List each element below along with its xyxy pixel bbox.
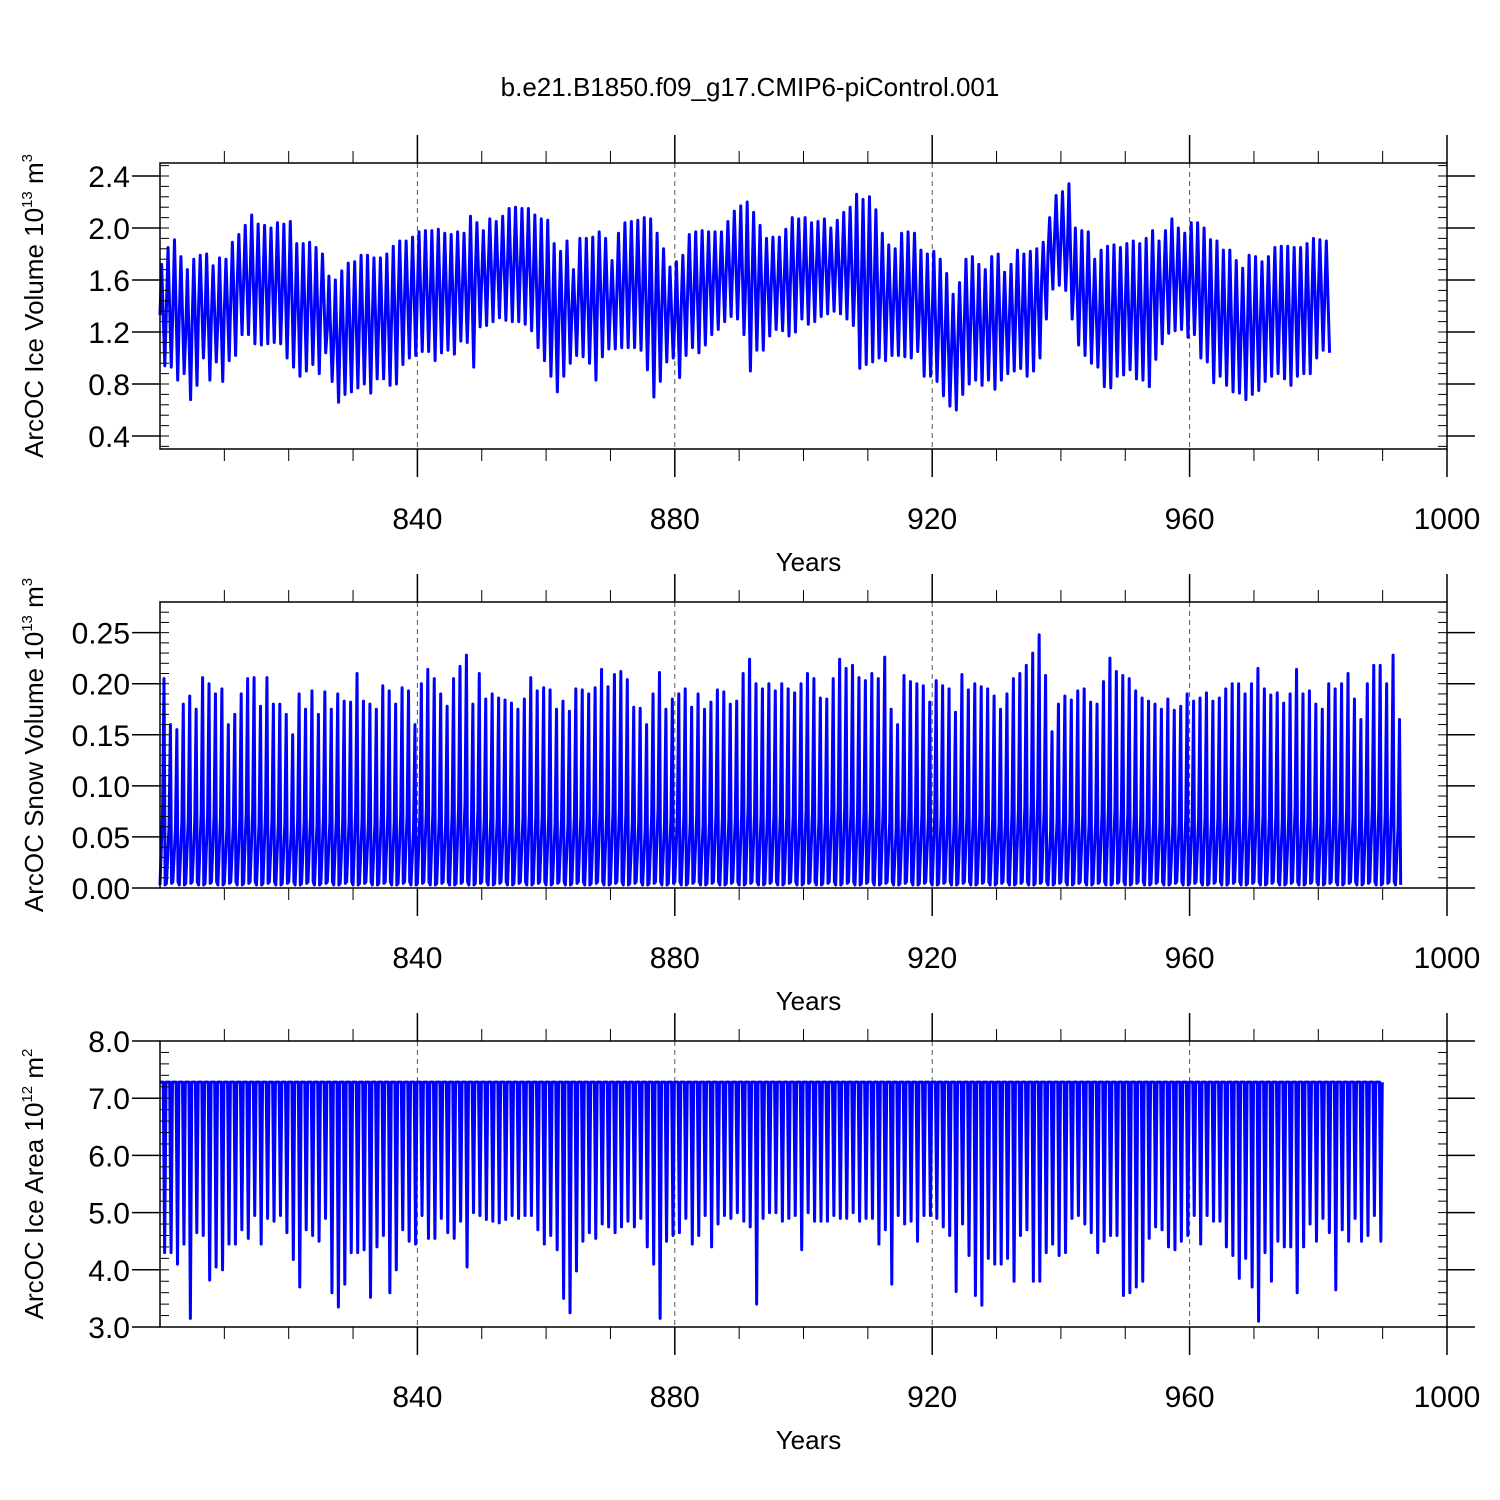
y-axis-title: ArcOC Ice Area 1012 m2 <box>19 1049 49 1320</box>
y-tick-label: 2.4 <box>88 161 130 194</box>
y-tick-label: 3.0 <box>88 1312 130 1345</box>
x-tick-label: 840 <box>392 942 442 975</box>
x-tick-label: 880 <box>650 1381 700 1414</box>
y-tick-label: 7.0 <box>88 1083 130 1116</box>
y-tick-label: 0.20 <box>72 669 130 702</box>
x-tick-label: 1000 <box>1414 942 1481 975</box>
series-line <box>158 633 1403 887</box>
panel-ice-volume: 0.4 0.8 1.2 1.6 2.0 2.4 840 880 920 960 1000 Years A… <box>19 135 1480 577</box>
series-line <box>160 1080 1384 1323</box>
y-tick-label: 0.8 <box>88 369 130 402</box>
x-tick-label: 920 <box>907 942 957 975</box>
x-tick-label: 840 <box>392 503 442 536</box>
y-tick-label: 8.0 <box>88 1026 130 1059</box>
y-tick-label: 4.0 <box>88 1255 130 1288</box>
y-axis-title: ArcOC Ice Volume 1013 m3 <box>19 154 49 458</box>
y-tick-label: 0.10 <box>72 771 130 804</box>
y-tick-label: 0.15 <box>72 720 130 753</box>
y-tick-label: 0.4 <box>88 421 130 454</box>
series-line <box>158 182 1332 412</box>
panel-ice-area: 3.0 4.0 5.0 6.0 7.0 8.0 840 880 920 960 1000 Years A… <box>19 1013 1480 1455</box>
x-tick-label: 840 <box>392 1381 442 1414</box>
x-tick-label: 920 <box>907 503 957 536</box>
x-axis-title: Years <box>776 986 842 1016</box>
panel-snow-volume: 0.00 0.05 0.10 0.15 0.20 0.25 840 880 920 960 1000… <box>19 574 1480 1016</box>
x-tick-label: 960 <box>1165 1381 1215 1414</box>
y-tick-label: 1.2 <box>88 317 130 350</box>
x-tick-label: 960 <box>1165 942 1215 975</box>
y-tick-label: 1.6 <box>88 265 130 298</box>
x-tick-label: 960 <box>1165 503 1215 536</box>
x-tick-label: 920 <box>907 1381 957 1414</box>
x-axis-title: Years <box>776 547 842 577</box>
y-axis-title: ArcOC Snow Volume 1013 m3 <box>19 578 49 912</box>
y-tick-label: 0.05 <box>72 822 130 855</box>
y-tick-label: 0.25 <box>72 618 130 651</box>
x-tick-label: 1000 <box>1414 503 1481 536</box>
chart-title: b.e21.B1850.f09_g17.CMIP6-piControl.001 <box>501 72 1000 102</box>
y-tick-label: 6.0 <box>88 1140 130 1173</box>
y-tick-label: 5.0 <box>88 1198 130 1231</box>
x-tick-label: 880 <box>650 503 700 536</box>
x-axis-title: Years <box>776 1425 842 1455</box>
y-tick-label: 0.00 <box>72 873 130 906</box>
x-tick-label: 880 <box>650 942 700 975</box>
y-tick-label: 2.0 <box>88 213 130 246</box>
x-tick-label: 1000 <box>1414 1381 1481 1414</box>
